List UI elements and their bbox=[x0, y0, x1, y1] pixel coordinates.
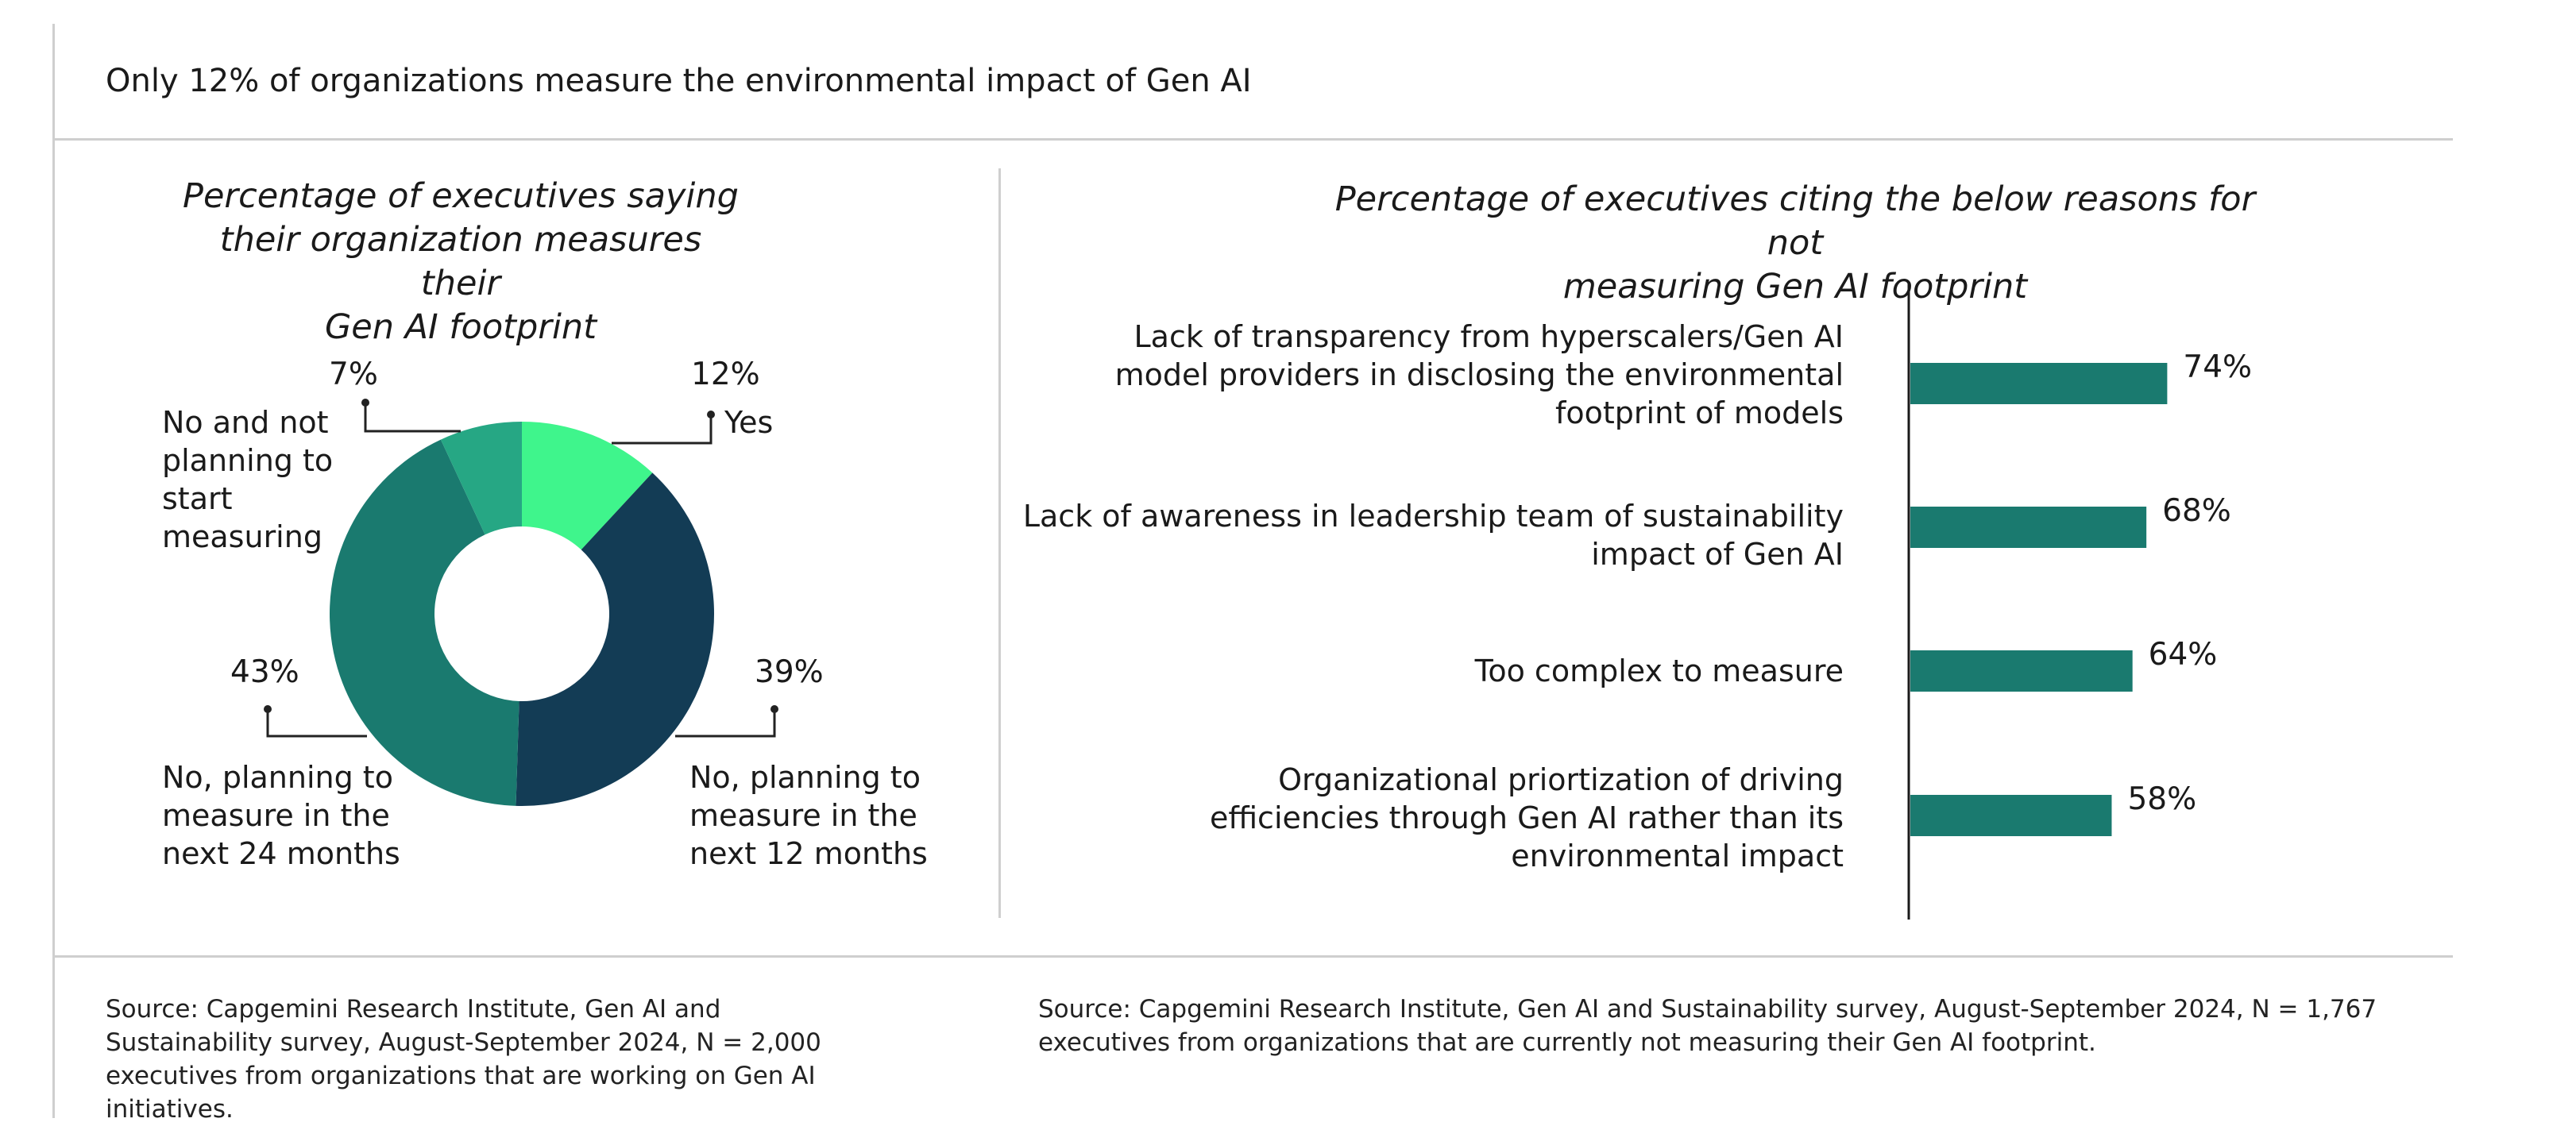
donut-leader-lines bbox=[264, 399, 778, 738]
slice-yes-label: Yes bbox=[724, 405, 774, 440]
bar-category-label-2: Lack of awareness in leadership team of … bbox=[1022, 499, 1844, 572]
bar-chart-title: Percentage of executives citing the belo… bbox=[1334, 179, 2256, 307]
source-note-right: Source: Capgemini Research Institute, Ge… bbox=[1038, 995, 2377, 1057]
slice-next12-label: No, planning to measure in the next 12 m… bbox=[689, 760, 928, 871]
header-divider bbox=[52, 138, 2453, 141]
slice-not-planning-value: 7% bbox=[329, 357, 378, 392]
donut-chart-title: Percentage of executives saying their or… bbox=[183, 176, 739, 347]
leader-next24-dot bbox=[264, 705, 272, 713]
bar-4 bbox=[1910, 795, 2112, 836]
bar-1 bbox=[1910, 363, 2168, 404]
leader-next24 bbox=[266, 709, 367, 738]
bar-value-label-2: 68% bbox=[2162, 493, 2231, 529]
footer-divider bbox=[52, 955, 2453, 958]
leader-yes-dot bbox=[707, 411, 715, 418]
source-note-left: Source: Capgemini Research Institute, Ge… bbox=[106, 995, 821, 1124]
donut-slice-next12 bbox=[516, 472, 714, 806]
bar-value-label-3: 64% bbox=[2148, 637, 2218, 673]
panel-divider bbox=[998, 168, 1001, 918]
bar-2 bbox=[1910, 507, 2147, 548]
slice-next24-value: 43% bbox=[230, 654, 299, 690]
slice-not-planning-label: No and not planning to start measuring bbox=[162, 405, 334, 554]
leader-not-planning bbox=[364, 403, 461, 433]
left-border bbox=[52, 24, 55, 1118]
bar-category-label-3: Too complex to measure bbox=[1474, 654, 1844, 688]
leader-not-planning-dot bbox=[361, 399, 369, 407]
donut-slice-not-planning bbox=[440, 422, 522, 535]
bar-value-label-4: 58% bbox=[2127, 781, 2197, 817]
slice-yes-value: 12% bbox=[691, 357, 760, 392]
slice-next12-value: 39% bbox=[755, 654, 824, 690]
slice-next24-label: No, planning to measure in the next 24 m… bbox=[162, 760, 400, 871]
bar-category-label-4: Organizational priortization of driving … bbox=[1209, 762, 1844, 873]
leader-yes bbox=[612, 415, 713, 445]
leader-next12-dot bbox=[770, 705, 778, 713]
bar-3 bbox=[1910, 650, 2133, 692]
page-title: Only 12% of organizations measure the en… bbox=[106, 63, 1252, 99]
donut-slice-yes bbox=[522, 422, 653, 550]
donut-slice-next24 bbox=[330, 439, 519, 806]
leader-next12 bbox=[675, 709, 776, 738]
donut-chart bbox=[330, 422, 714, 806]
bar-category-label-1: Lack of transparency from hyperscalers/G… bbox=[1114, 319, 1844, 430]
bar-chart bbox=[1907, 282, 2168, 920]
bar-value-label-1: 74% bbox=[2183, 349, 2253, 385]
